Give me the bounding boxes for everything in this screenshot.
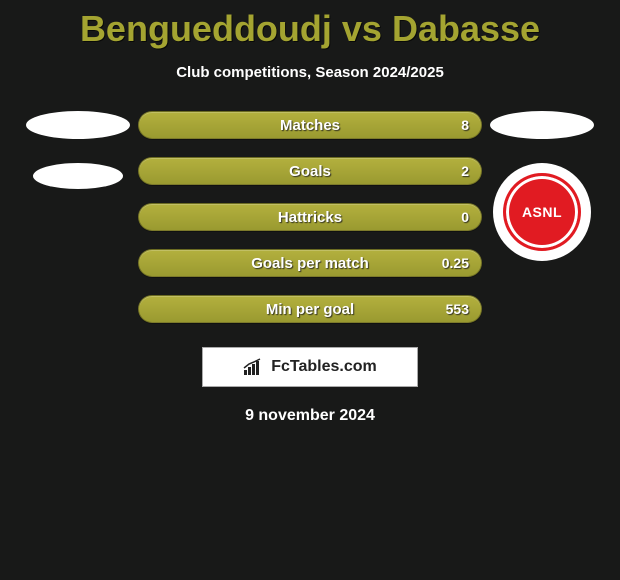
stat-value-right: 2 [461,163,469,179]
stat-label: Min per goal [266,301,354,318]
left-placeholder-1 [26,111,130,139]
stat-value-right: 8 [461,117,469,133]
comparison-card: Bengueddoudj vs Dabasse Club competition… [0,0,620,425]
stat-value-right: 0.25 [442,255,469,271]
page-subtitle: Club competitions, Season 2024/2025 [176,64,444,81]
stat-label: Goals per match [251,255,369,272]
stat-value-right: 0 [461,209,469,225]
club-crest: ASNL [493,163,591,261]
right-placeholder-1 [490,111,594,139]
stat-label: Matches [280,117,340,134]
stat-bar-mpg: Min per goal 553 [138,295,482,323]
content-row: Matches 8 Goals 2 Hattricks 0 Goals per … [0,111,620,323]
stat-bar-gpm: Goals per match 0.25 [138,249,482,277]
stat-label: Hattricks [278,209,342,226]
chart-icon [243,358,265,376]
brand-badge: FcTables.com [202,347,418,387]
stat-bar-hattricks: Hattricks 0 [138,203,482,231]
stat-label: Goals [289,163,331,180]
brand-text: FcTables.com [271,358,377,376]
generated-date: 9 november 2024 [245,407,375,425]
stat-bar-goals: Goals 2 [138,157,482,185]
left-placeholder-2 [33,163,123,189]
left-player-col [18,111,138,189]
page-title: Bengueddoudj vs Dabasse [80,8,540,50]
stats-bars: Matches 8 Goals 2 Hattricks 0 Goals per … [138,111,482,323]
stat-bar-matches: Matches 8 [138,111,482,139]
club-crest-label: ASNL [503,173,581,251]
stat-value-right: 553 [446,301,469,317]
right-player-col: ASNL [482,111,602,261]
